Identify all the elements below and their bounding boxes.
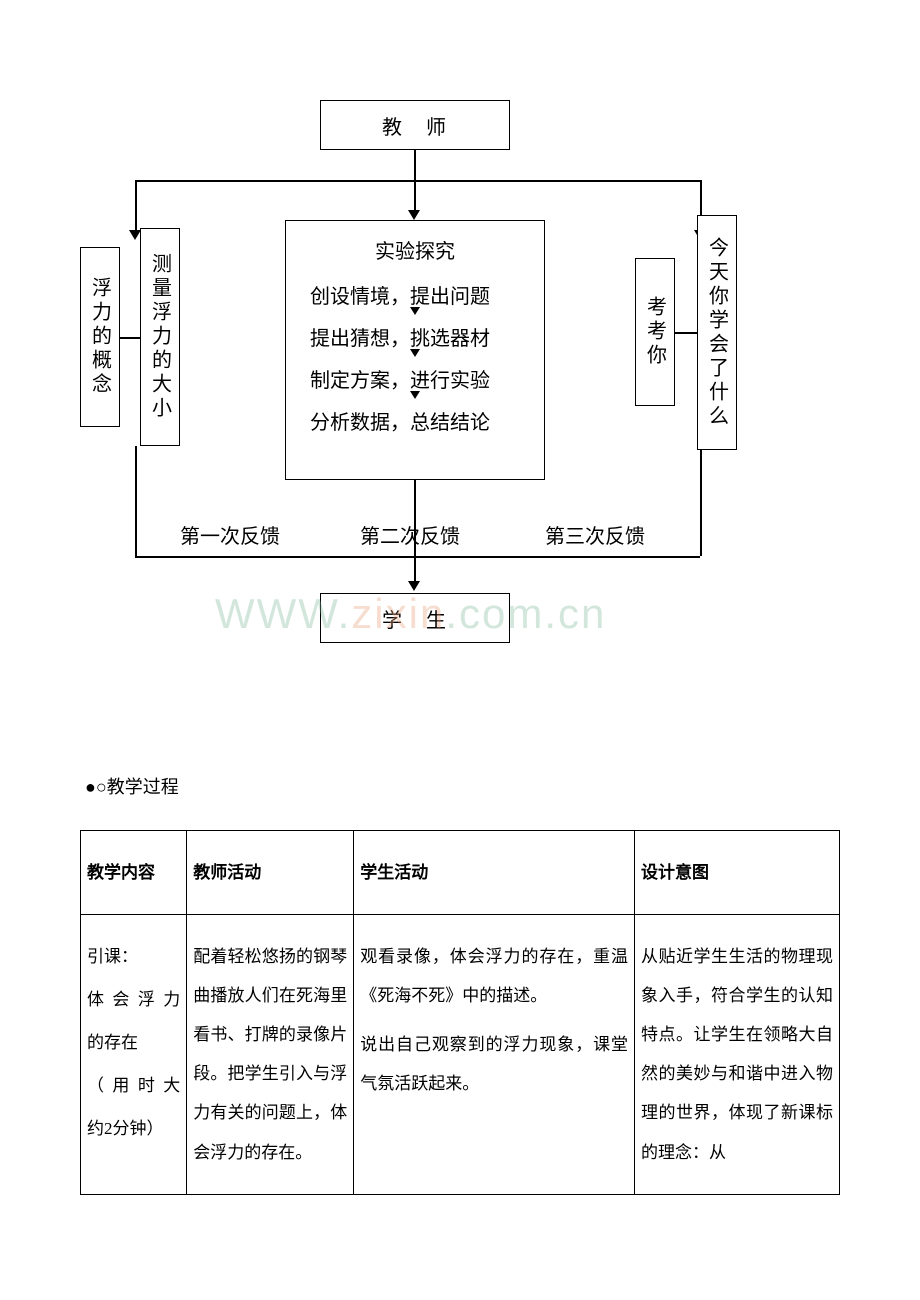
left-box-1: 浮力的概念 (80, 247, 120, 427)
student-box: 学 生 (320, 593, 510, 643)
arrow-icon (410, 349, 420, 357)
center-title: 实验探究 (375, 235, 455, 264)
line (414, 480, 416, 556)
arrow-icon (410, 307, 420, 315)
left-box-1-label: 浮力的概念 (86, 277, 115, 397)
teacher-label: 教 师 (382, 111, 448, 140)
arrow-icon (408, 581, 420, 591)
line (135, 446, 137, 556)
th-content: 教学内容 (81, 831, 187, 915)
right-box-1-label: 考考你 (641, 296, 670, 368)
line (135, 556, 700, 558)
line (675, 332, 697, 334)
th-intent: 设计意图 (635, 831, 840, 915)
line (414, 150, 416, 180)
th-student: 学生活动 (354, 831, 635, 915)
feedback2-label: 第二次反馈 (360, 520, 460, 549)
arrow-icon (408, 210, 420, 220)
right-box-2-label: 今天你学会了什么 (703, 237, 732, 429)
section-title: ●○教学过程 (85, 773, 179, 799)
line (700, 450, 702, 556)
feedback3-label: 第三次反馈 (545, 520, 645, 549)
center-line1: 创设情境，提出问题 (310, 280, 490, 309)
cell-intent: 从贴近学生生活的物理现象入手，符合学生的认知特点。让学生在领略大自然的美妙与和谐… (635, 915, 840, 1195)
line (135, 180, 137, 235)
line (135, 180, 700, 182)
student-label: 学 生 (382, 604, 448, 633)
center-line3: 制定方案，进行实验 (310, 364, 490, 393)
right-box-1: 考考你 (635, 258, 675, 406)
cell-student: 观看录像，体会浮力的存在，重温《死海不死》中的描述。 说出自己观察到的浮力现象，… (354, 915, 635, 1195)
teacher-box: 教 师 (320, 100, 510, 150)
line (120, 337, 140, 339)
diagram-area: 教 师 浮力的概念 测量浮力的大小 实验探究 创设情境，提出问题 提出猜想，挑选… (80, 100, 780, 700)
center-line4: 分析数据，总结结论 (310, 406, 490, 435)
table-row: 引课： 体会浮力 的存在 （用时大 约2分钟） 配着轻松悠扬的钢琴曲播放人们在死… (81, 915, 840, 1195)
th-teacher: 教师活动 (187, 831, 354, 915)
arrow-icon (410, 391, 420, 399)
cell-teacher: 配着轻松悠扬的钢琴曲播放人们在死海里看书、打牌的录像片段。把学生引入与浮力有关的… (187, 915, 354, 1195)
right-box-2: 今天你学会了什么 (697, 215, 737, 450)
feedback1-label: 第一次反馈 (180, 520, 280, 549)
center-line2: 提出猜想，挑选器材 (310, 322, 490, 351)
left-box-2: 测量浮力的大小 (140, 228, 180, 446)
teaching-process-table: 教学内容 教师活动 学生活动 设计意图 引课： 体会浮力 的存在 （用时大 约2… (80, 830, 840, 1195)
left-box-2-label: 测量浮力的大小 (146, 253, 175, 421)
